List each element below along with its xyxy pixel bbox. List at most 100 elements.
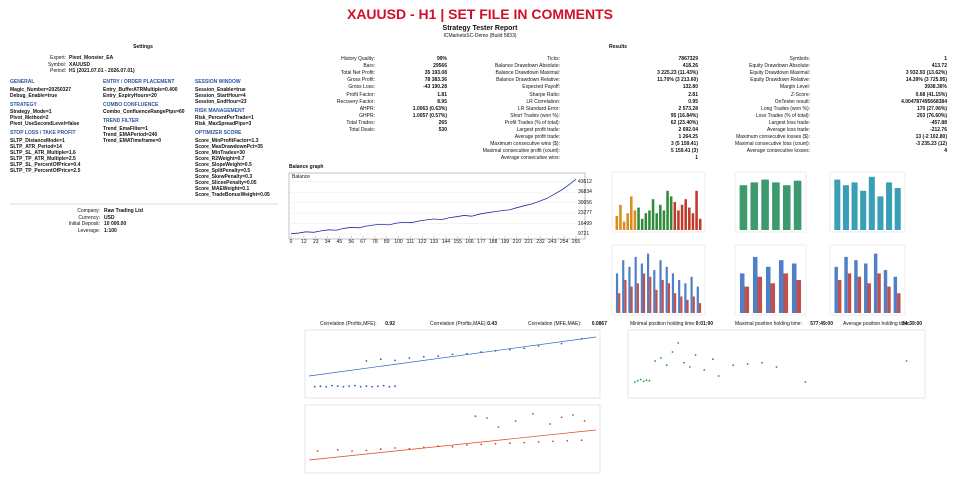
result-value: 4 — [944, 148, 947, 155]
scatter-point — [388, 385, 391, 388]
result-value: 95 (16.84%) — [670, 112, 698, 119]
result-value: 11.70% (3 213.60) — [657, 77, 698, 84]
result-label: GHPR: — [359, 112, 375, 119]
field-label: Currency: — [78, 214, 100, 221]
parameter: Score_MinProfitFactor=1.3 — [195, 137, 259, 144]
bar — [837, 280, 842, 313]
bar — [793, 180, 802, 230]
scatter-point — [648, 379, 651, 382]
scatter-point — [451, 445, 454, 448]
scatter-point — [761, 361, 763, 364]
scatter-point — [422, 355, 425, 358]
scatter-point — [465, 444, 468, 446]
result-label: OnTester result: — [774, 98, 810, 105]
bar — [637, 207, 640, 230]
bar — [640, 263, 643, 313]
scatter-point — [746, 363, 749, 365]
result-value: 0.95 — [688, 98, 698, 105]
bar — [680, 204, 684, 230]
stat-label: Correlation (MFE,MAE): — [528, 321, 582, 327]
bar — [615, 216, 619, 230]
mini-frame — [829, 171, 906, 233]
group-title: OPTIMIZER SCORE — [195, 130, 242, 136]
scatter-point — [348, 385, 351, 388]
scatter-point — [712, 358, 714, 361]
result-label: Loss Trades (% of total): — [755, 112, 810, 119]
result-value: 3 225.23 (11.43%) — [657, 70, 698, 77]
bar — [640, 218, 644, 230]
parameter: Score_TradeBonusWeight=0.05 — [195, 191, 270, 198]
scatter-frame — [304, 404, 601, 474]
result-label: Equity Drawdown Maximal: — [749, 70, 810, 77]
result-value: -43 190.28 — [423, 84, 447, 91]
scatter-point — [717, 375, 720, 377]
field-value: Pivot_Monster_EA — [69, 55, 114, 61]
field-label: Initial Deposit: — [68, 221, 100, 227]
parameter: Magic_Number=20250327 — [10, 86, 72, 93]
bar — [893, 276, 898, 313]
result-value: 5 159.41 (3) — [671, 148, 698, 155]
bar — [622, 260, 625, 313]
scatter-point — [371, 385, 374, 388]
scatter-point — [316, 450, 319, 452]
bar — [619, 204, 622, 230]
group-title: ENTRY / ORDER PLACEMENT — [103, 79, 175, 85]
x-tick-label: 254 — [559, 239, 569, 245]
scatter-point — [633, 381, 636, 383]
x-tick-label: 23 — [312, 239, 319, 245]
bar — [778, 260, 784, 313]
stat-value: 0.43 — [487, 321, 497, 327]
bar — [834, 179, 841, 230]
result-label: AHPR: — [359, 105, 375, 112]
bar — [684, 283, 687, 313]
result-label: Long Trades (won %): — [761, 105, 810, 112]
result-value: 1.0063 (0.63%) — [412, 105, 447, 112]
bar — [887, 286, 891, 313]
bar — [665, 266, 668, 313]
bar — [651, 199, 655, 230]
result-label: Maximal consecutive loss (count): — [734, 141, 810, 148]
stat-label: Correlation (Profits,MFE): — [320, 321, 377, 327]
bar — [854, 260, 858, 313]
result-label: Margin Level: — [779, 84, 810, 91]
parameter: SLTP_ATR_Period=14 — [10, 143, 62, 150]
scatter-frame — [304, 329, 601, 399]
x-tick-label: 243 — [548, 239, 557, 245]
bar — [615, 273, 619, 313]
result-value: 2 573.28 — [678, 105, 698, 112]
bar — [868, 176, 875, 230]
bar — [659, 204, 662, 230]
result-value: 14.39% (3 725.95) — [905, 77, 947, 84]
stat-value: 0.92 — [385, 321, 395, 327]
result-label: Average consecutive losses: — [746, 148, 810, 155]
bar — [844, 256, 848, 313]
scatter-point — [566, 439, 569, 442]
graph-frame — [288, 172, 586, 240]
x-tick-label: 155 — [453, 239, 462, 245]
bar — [770, 283, 776, 313]
scatter-point — [509, 442, 511, 445]
result-label: Balance Drawdown Relative: — [496, 77, 560, 84]
result-label: LR Standard Error: — [518, 105, 560, 112]
result-value: 1 — [944, 56, 947, 62]
x-tick-label: 144 — [441, 239, 451, 245]
field-label: Period: — [50, 68, 66, 74]
bar — [750, 182, 759, 230]
y-tick-label: 30056 — [578, 199, 592, 206]
field-value: USD — [104, 214, 115, 221]
scatter-point — [379, 358, 382, 361]
group-title: RISK MANAGEMENT — [195, 107, 245, 114]
x-tick-label: 34 — [324, 239, 331, 245]
scatter-point — [394, 359, 396, 362]
trend-line — [308, 336, 597, 377]
bar — [796, 280, 802, 313]
scatter-point — [365, 385, 368, 388]
balance-line — [290, 178, 577, 235]
field-label: Leverage: — [77, 227, 100, 234]
scatter-point — [451, 353, 454, 356]
scatter-point — [382, 384, 385, 387]
scatter-point — [560, 342, 563, 345]
result-value: 3 (5 159.41) — [671, 141, 698, 148]
bar — [864, 263, 868, 313]
